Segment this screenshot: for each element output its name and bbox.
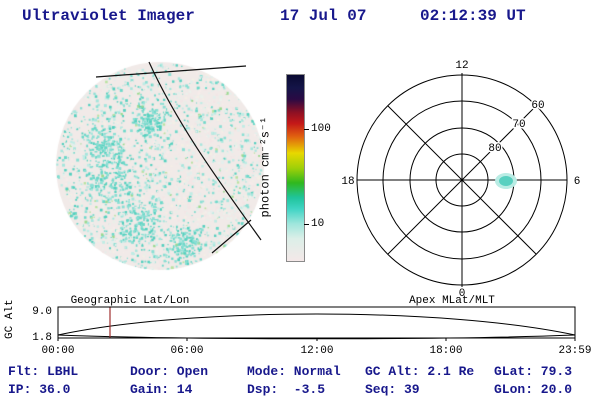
colorbar-tick-10 [304, 224, 309, 225]
status-dsp: Dsp: -3.5 [247, 382, 326, 397]
time-label-0000: 00:00 [41, 345, 74, 357]
polar-spoke-diagonal-2 [387, 105, 537, 255]
disk-caption: Geographic Lat/Lon [71, 295, 190, 307]
intensity-colorbar [286, 74, 305, 262]
geographic-grid-overlay [95, 61, 262, 254]
image-time-ut: 02:12:39 UT [420, 7, 526, 25]
gc-alt-min: 1.8 [32, 332, 52, 344]
mlt-label-6: 6 [574, 176, 581, 188]
grid-line-top [95, 65, 247, 78]
grid-line-bottom [211, 219, 252, 254]
gc-alt-box [57, 306, 576, 339]
gc-alt-axis-label: GC Alt [4, 299, 16, 339]
image-date: 17 Jul 07 [280, 7, 367, 25]
colorbar-label-10: 10 [311, 218, 325, 230]
auroral-emission-blob [499, 176, 513, 186]
mlat-label-80: 80 [488, 143, 501, 155]
colorbar-label-100: 100 [311, 123, 331, 135]
gc-alt-panel: Geographic Lat/Lon Apex MLat/MLT GC Alt … [4, 295, 592, 357]
status-ip: IP: 36.0 [8, 382, 71, 397]
colorbar-units-label: photon cm⁻²s⁻¹ [258, 116, 273, 218]
mlt-label-12: 12 [455, 60, 468, 72]
gc-alt-max: 9.0 [32, 306, 52, 318]
status-door: Door: Open [130, 364, 209, 379]
colorbar-tick-100 [304, 129, 309, 130]
terminator-line [148, 61, 262, 241]
mlat-label-60: 60 [531, 100, 544, 112]
altitude-curve-upper [57, 313, 576, 336]
status-flt: Flt: LBHL [8, 364, 79, 379]
uv-disk-panel [54, 60, 266, 272]
status-seq: Seq: 39 [365, 382, 420, 397]
time-label-2359: 23:59 [558, 345, 591, 357]
time-label-1200: 12:00 [300, 345, 333, 357]
time-label-1800: 18:00 [429, 345, 462, 357]
status-mode: Mode: Normal [247, 364, 341, 379]
app-title: Ultraviolet Imager [22, 7, 195, 25]
time-label-0600: 06:00 [170, 345, 203, 357]
mlt-label-0: 0 [459, 288, 466, 300]
apex-polar-plot: 12 18 6 0 60 70 80 [341, 60, 581, 300]
status-gain: Gain: 14 [130, 382, 193, 397]
status-gc-alt: GC Alt: 2.1 Re [365, 364, 475, 379]
polar-caption: Apex MLat/MLT [409, 295, 495, 307]
mlt-label-18: 18 [341, 176, 354, 188]
status-glon: GLon: 20.0 [494, 382, 573, 397]
status-glat: GLat: 79.3 [494, 364, 573, 379]
mlat-label-70: 70 [512, 119, 525, 131]
